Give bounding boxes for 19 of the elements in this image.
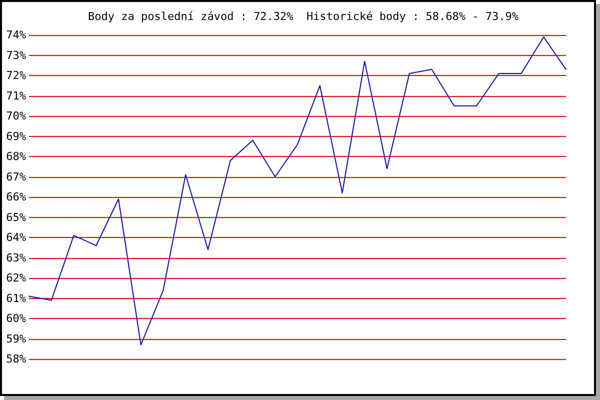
y-tick-label: 72% — [6, 69, 26, 82]
y-tick-label: 69% — [6, 130, 26, 143]
y-tick-label: 65% — [6, 210, 26, 224]
y-tick-label: 63% — [6, 251, 26, 264]
y-tick-label: 66% — [6, 190, 26, 204]
y-tick-label: 67% — [6, 170, 26, 184]
line-series — [28, 36, 566, 346]
chart-title: Body za poslední závod : 72.32% Historické body : 58.68% - 73.9% — [88, 10, 519, 23]
y-tick-label: 73% — [6, 48, 26, 62]
y-tick-label: 61% — [6, 292, 26, 305]
y-tick-label: 74% — [6, 28, 26, 42]
y-tick-label: 70% — [6, 110, 26, 122]
y-tick-label: 64% — [6, 231, 26, 244]
y-tick-label: 71% — [6, 89, 26, 102]
y-tick-label: 62% — [6, 272, 26, 284]
y-tick-label: 60% — [6, 312, 26, 325]
y-tick-label: 58% — [6, 352, 26, 366]
y-tick-label: 68% — [6, 150, 26, 163]
y-tick-label: 59% — [6, 332, 26, 346]
